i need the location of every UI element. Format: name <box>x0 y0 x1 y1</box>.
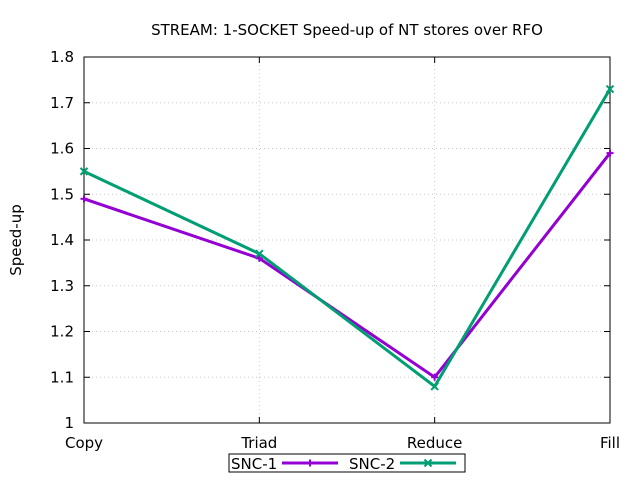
x-tick-label: Reduce <box>407 434 462 452</box>
y-tick-label: 1.8 <box>50 48 74 66</box>
series-line-snc-1 <box>83 152 612 380</box>
series-line-snc-2 <box>83 88 612 389</box>
legend-marker <box>423 458 433 468</box>
y-tick-label: 1.1 <box>50 368 74 386</box>
y-tick-label: 1 <box>64 414 74 432</box>
marker-stroke <box>430 382 439 391</box>
plot-border <box>83 56 611 424</box>
data-point-snc-1 <box>80 195 88 203</box>
x-tick-label: Triad <box>240 434 277 452</box>
chart-title: STREAM: 1-SOCKET Speed-up of NT stores o… <box>151 21 543 39</box>
data-point-snc-2 <box>605 84 615 94</box>
y-tick-label: 1.2 <box>50 323 74 341</box>
marker-stroke <box>423 458 433 468</box>
marker-stroke <box>255 249 264 258</box>
x-tick-label: Fill <box>600 434 620 452</box>
data-point-snc-1 <box>255 254 263 262</box>
data-point-snc-1 <box>431 373 439 381</box>
y-tick-label: 1.4 <box>50 231 74 249</box>
legend-label: SNC-2 <box>349 455 395 473</box>
data-point-snc-2 <box>255 249 264 258</box>
legend-marker <box>306 459 314 467</box>
data-point-snc-2 <box>430 382 439 391</box>
data-point-snc-2 <box>79 167 89 176</box>
series-layer <box>79 84 615 391</box>
legend-box <box>228 453 466 473</box>
legend: SNC-1 SNC-2 <box>228 453 466 473</box>
y-tick-label: 1.6 <box>50 140 74 158</box>
axis-layer: 1 1.1 1.2 1.3 1.4 1.5 1.6 1.7 1.8 Copy Triad Reduce… <box>50 48 620 452</box>
legend-label: SNC-1 <box>231 455 277 473</box>
y-axis-label: Speed-up <box>7 204 25 275</box>
y-tick-label: 1.3 <box>50 277 74 295</box>
x-tick-label: Copy <box>65 434 103 452</box>
y-tick-label: 1.7 <box>50 94 74 112</box>
marker-stroke <box>79 167 89 176</box>
y-tick-label: 1.5 <box>50 185 74 203</box>
marker-stroke <box>605 84 615 94</box>
data-point-snc-1 <box>606 149 614 157</box>
grid-layer <box>84 57 610 423</box>
